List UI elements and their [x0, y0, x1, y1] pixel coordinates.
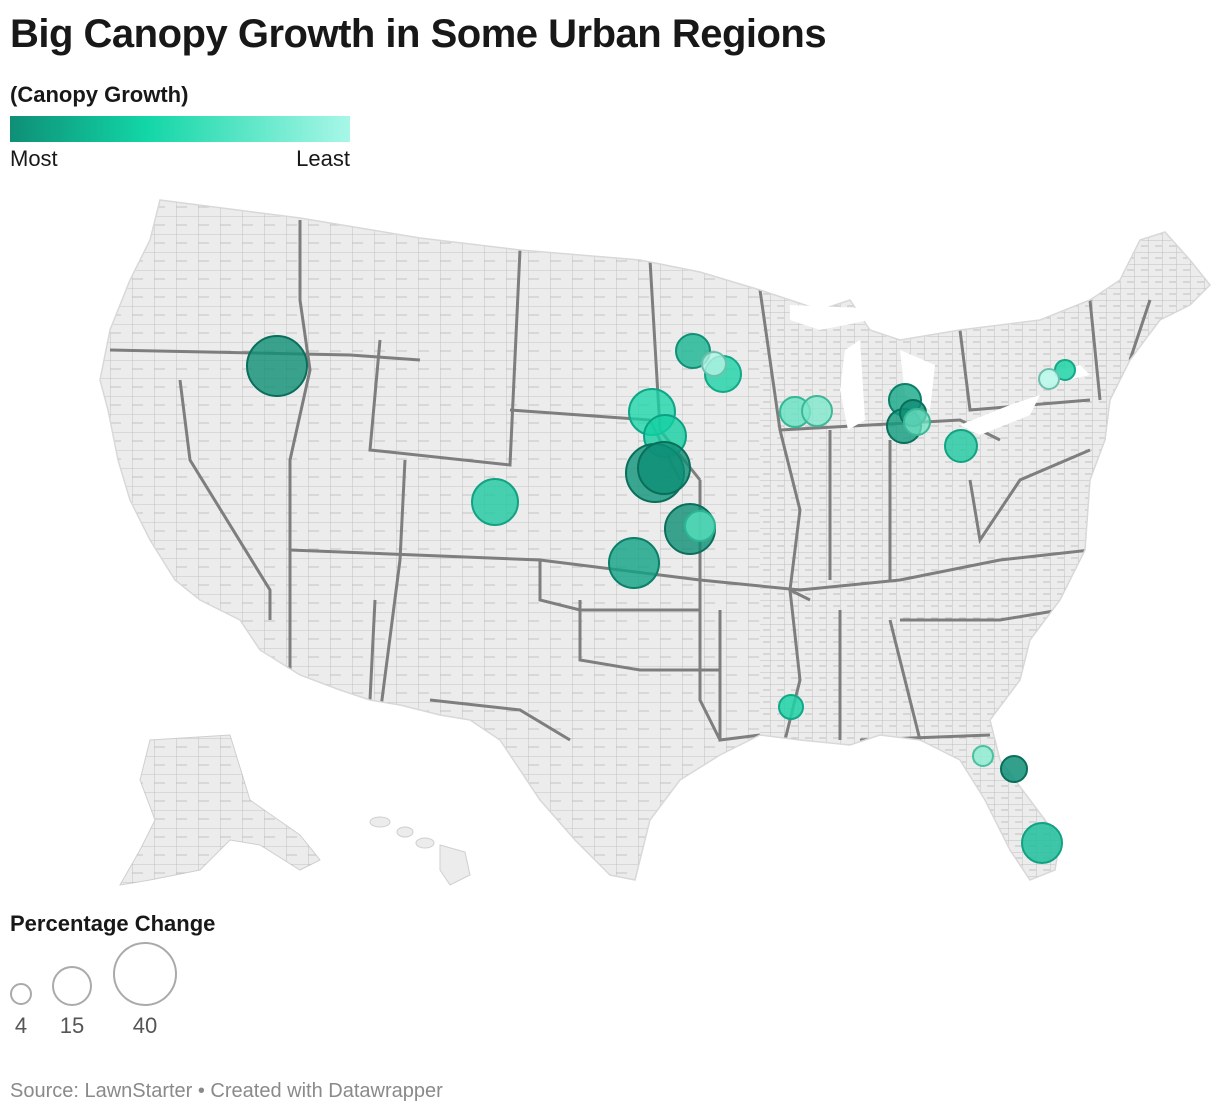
- size-legend-label-large: 40: [132, 1013, 158, 1038]
- size-legend-circle-medium: [52, 966, 92, 1006]
- bubble-region: [1000, 755, 1028, 783]
- size-legend-label-medium: 15: [59, 1013, 85, 1038]
- color-legend-most-label: Most: [10, 146, 58, 171]
- size-legend-circles: [10, 942, 177, 1006]
- bubble-region: [944, 429, 978, 463]
- size-legend-circle-large: [113, 942, 177, 1006]
- chart-title: Big Canopy Growth in Some Urban Regions: [10, 12, 827, 56]
- state-borders: [109, 220, 1152, 761]
- bubble-region: [972, 745, 994, 767]
- bubble-region: [1021, 822, 1063, 864]
- size-legend-label-small: 4: [14, 1013, 28, 1038]
- alaska: [119, 734, 321, 886]
- size-legend-title: Percentage Change: [10, 911, 216, 936]
- color-legend-least-label: Least: [296, 146, 350, 171]
- bubble-region: [471, 478, 519, 526]
- color-legend-title: (Canopy Growth): [10, 82, 189, 107]
- color-legend-gradient: [10, 116, 350, 142]
- bubble-region: [1038, 368, 1060, 390]
- bubble-region: [701, 351, 727, 377]
- size-legend-circle-small: [10, 983, 32, 1005]
- bubble-region: [903, 408, 931, 436]
- bubble-region: [675, 333, 711, 369]
- bubble-region: [684, 510, 716, 542]
- source-credit: Source: LawnStarter • Created with Dataw…: [10, 1080, 443, 1102]
- us-map: [99, 199, 1211, 886]
- bubble-region: [246, 335, 308, 397]
- city-bubbles: [246, 333, 1076, 864]
- bubble-region: [608, 537, 660, 589]
- hawaii: [369, 816, 471, 886]
- bubble-region: [801, 395, 833, 427]
- bubble-region: [637, 441, 691, 495]
- bubble-region: [778, 694, 804, 720]
